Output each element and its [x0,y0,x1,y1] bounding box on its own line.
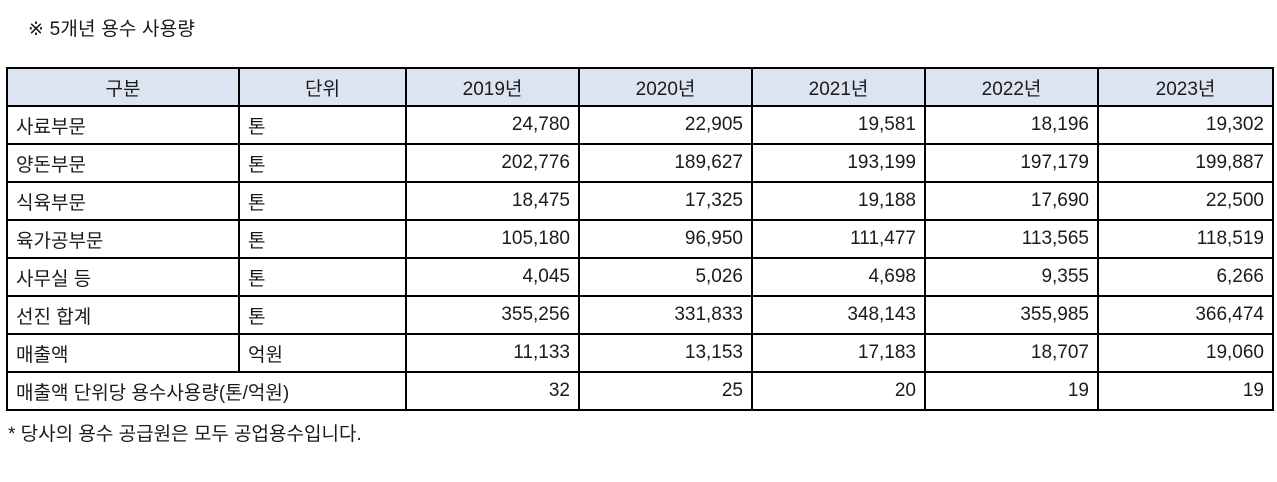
cell-2021: 17,183 [751,333,926,373]
row-label: 사료부문 [6,105,240,145]
summary-row-label: 매출액 단위당 용수사용량(톤/억원) [6,371,407,411]
table-row-revenue: 매출액 억원 11,133 13,153 17,183 18,707 19,06… [6,333,1274,373]
cell-2019: 32 [405,371,580,411]
cell-2020: 22,905 [578,105,753,145]
cell-2022: 355,985 [924,295,1099,335]
row-unit: 톤 [238,181,407,221]
cell-2020: 17,325 [578,181,753,221]
header-cell-category: 구분 [6,67,240,107]
cell-2019: 24,780 [405,105,580,145]
row-label: 선진 합계 [6,295,240,335]
row-unit: 톤 [238,257,407,297]
row-label: 식육부문 [6,181,240,221]
cell-2023: 6,266 [1097,257,1274,297]
cell-2023: 199,887 [1097,143,1274,183]
table-row-processed-meat: 육가공부문 톤 105,180 96,950 111,477 113,565 1… [6,219,1274,259]
cell-2023: 19,060 [1097,333,1274,373]
row-unit: 톤 [238,295,407,335]
cell-2023: 118,519 [1097,219,1274,259]
cell-2021: 19,188 [751,181,926,221]
cell-2021: 348,143 [751,295,926,335]
row-unit: 억원 [238,333,407,373]
row-unit: 톤 [238,105,407,145]
cell-2019: 4,045 [405,257,580,297]
cell-2021: 20 [751,371,926,411]
cell-2019: 105,180 [405,219,580,259]
row-label: 양돈부문 [6,143,240,183]
cell-2023: 19 [1097,371,1274,411]
table-row-intensity: 매출액 단위당 용수사용량(톤/억원) 32 25 20 19 19 [6,371,1274,411]
cell-2023: 366,474 [1097,295,1274,335]
header-cell-unit: 단위 [238,67,407,107]
cell-2022: 113,565 [924,219,1099,259]
cell-2019: 11,133 [405,333,580,373]
cell-2020: 25 [578,371,753,411]
water-usage-table: 구분 단위 2019년 2020년 2021년 2022년 2023년 사료부문… [6,67,1274,411]
table-header-row: 구분 단위 2019년 2020년 2021년 2022년 2023년 [6,67,1274,107]
cell-2020: 331,833 [578,295,753,335]
table-row-meat: 식육부문 톤 18,475 17,325 19,188 17,690 22,50… [6,181,1274,221]
cell-2022: 18,196 [924,105,1099,145]
header-cell-2021: 2021년 [751,67,926,107]
cell-2020: 13,153 [578,333,753,373]
cell-2019: 355,256 [405,295,580,335]
cell-2022: 18,707 [924,333,1099,373]
row-label: 매출액 [6,333,240,373]
header-cell-2023: 2023년 [1097,67,1274,107]
header-cell-2022: 2022년 [924,67,1099,107]
page-title: ※ 5개년 용수 사용량 [28,19,196,40]
cell-2022: 197,179 [924,143,1099,183]
report-page: ※ 5개년 용수 사용량 구분 단위 2019년 2020년 2021년 202… [6,19,1274,445]
cell-2021: 4,698 [751,257,926,297]
header-cell-2020: 2020년 [578,67,753,107]
row-label: 사무실 등 [6,257,240,297]
cell-2019: 202,776 [405,143,580,183]
table-row-feed: 사료부문 톤 24,780 22,905 19,581 18,196 19,30… [6,105,1274,145]
cell-2023: 19,302 [1097,105,1274,145]
cell-2020: 5,026 [578,257,753,297]
row-unit: 톤 [238,143,407,183]
footnote: * 당사의 용수 공급원은 모두 공업용수입니다. [8,424,362,445]
cell-2022: 19 [924,371,1099,411]
row-label: 육가공부문 [6,219,240,259]
cell-2021: 111,477 [751,219,926,259]
row-unit: 톤 [238,219,407,259]
table-row-office: 사무실 등 톤 4,045 5,026 4,698 9,355 6,266 [6,257,1274,297]
cell-2023: 22,500 [1097,181,1274,221]
cell-2021: 193,199 [751,143,926,183]
header-cell-2019: 2019년 [405,67,580,107]
table-row-swine: 양돈부문 톤 202,776 189,627 193,199 197,179 1… [6,143,1274,183]
cell-2020: 189,627 [578,143,753,183]
cell-2020: 96,950 [578,219,753,259]
cell-2021: 19,581 [751,105,926,145]
table-row-total: 선진 합계 톤 355,256 331,833 348,143 355,985 … [6,295,1274,335]
cell-2019: 18,475 [405,181,580,221]
cell-2022: 17,690 [924,181,1099,221]
cell-2022: 9,355 [924,257,1099,297]
